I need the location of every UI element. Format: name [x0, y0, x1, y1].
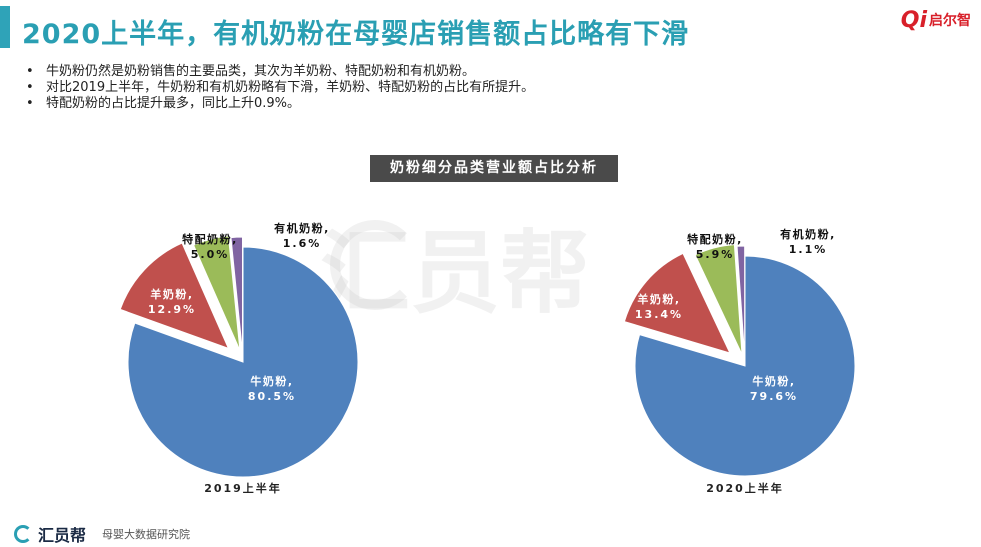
slice-value-label-goat: 13.4% [635, 308, 683, 321]
footer-logo-icon [14, 525, 32, 543]
bullet-item: • 牛奶粉仍然是奶粉销售的主要品类，其次为羊奶粉、特配奶粉和有机奶粉。 [26, 64, 476, 79]
pie-caption: 2019上半年 [204, 481, 282, 495]
pie-slice-cow-2019 [127, 246, 359, 478]
pie-slice-special-2019 [192, 235, 241, 351]
title-accent-bar [0, 6, 10, 48]
slice-value-label-cow: 80.5% [248, 390, 296, 403]
bullet-item: • 特配奶粉的占比提升最多，同比上升0.9%。 [26, 96, 301, 111]
summary-bullets: • 牛奶粉仍然是奶粉销售的主要品类，其次为羊奶粉、特配奶粉和有机奶粉。 • 对比20… [24, 64, 534, 112]
brand-name: 启尔智 [929, 13, 971, 29]
pie-slice-organic-2020 [736, 245, 746, 357]
slice-category-label-special: 特配奶粉, [687, 232, 743, 246]
slice-value-label-special: 5.0% [191, 248, 230, 261]
bullet-dot: • [26, 80, 34, 95]
pie-slice-organic-2019 [230, 236, 243, 353]
bullet-item: • 对比2019上半年，牛奶粉和有机奶粉略有下滑，羊奶粉、特配奶粉的占比有所提升。 [26, 80, 535, 95]
chart-title: 奶粉细分品类营业额占比分析 [370, 155, 618, 182]
slice-category-label-goat: 羊奶粉, [637, 292, 680, 306]
pie-slice-goat-2020 [623, 252, 731, 354]
brand-logo: Qi 启尔智 [901, 8, 971, 34]
bullet-dot: • [26, 64, 34, 79]
bullet-dot: • [26, 96, 34, 111]
slice-value-label-special: 5.9% [696, 248, 735, 261]
slice-category-label-cow: 牛奶粉, [752, 374, 795, 388]
footer-brand: 汇员帮 [38, 526, 87, 545]
slice-category-label-special: 特配奶粉, [182, 232, 238, 246]
slice-category-label-cow: 牛奶粉, [250, 374, 293, 388]
footer-subtitle: 母婴大数据研究院 [102, 528, 191, 541]
slice-category-label-organic: 有机奶粉, [274, 221, 330, 235]
page-title: 2020上半年，有机奶粉在母婴店销售额占比略有下滑 [22, 19, 690, 50]
slice-value-label-organic: 1.6% [283, 237, 322, 250]
slice-category-label-goat: 羊奶粉, [150, 287, 193, 301]
brand-mark: Qi [900, 8, 927, 33]
slice-value-label-cow: 79.6% [750, 390, 798, 403]
watermark-logo-icon [330, 220, 420, 310]
slice-value-label-organic: 1.1% [789, 243, 828, 256]
pie-slice-special-2020 [694, 244, 743, 355]
pie-caption: 2020上半年 [706, 481, 784, 495]
pie-slice-goat-2019 [119, 242, 230, 350]
pie-slice-cow-2020 [634, 255, 856, 477]
footer: 汇员帮 母婴大数据研究院 [14, 522, 190, 546]
slice-category-label-organic: 有机奶粉, [780, 227, 836, 241]
slice-value-label-goat: 12.9% [148, 303, 196, 316]
